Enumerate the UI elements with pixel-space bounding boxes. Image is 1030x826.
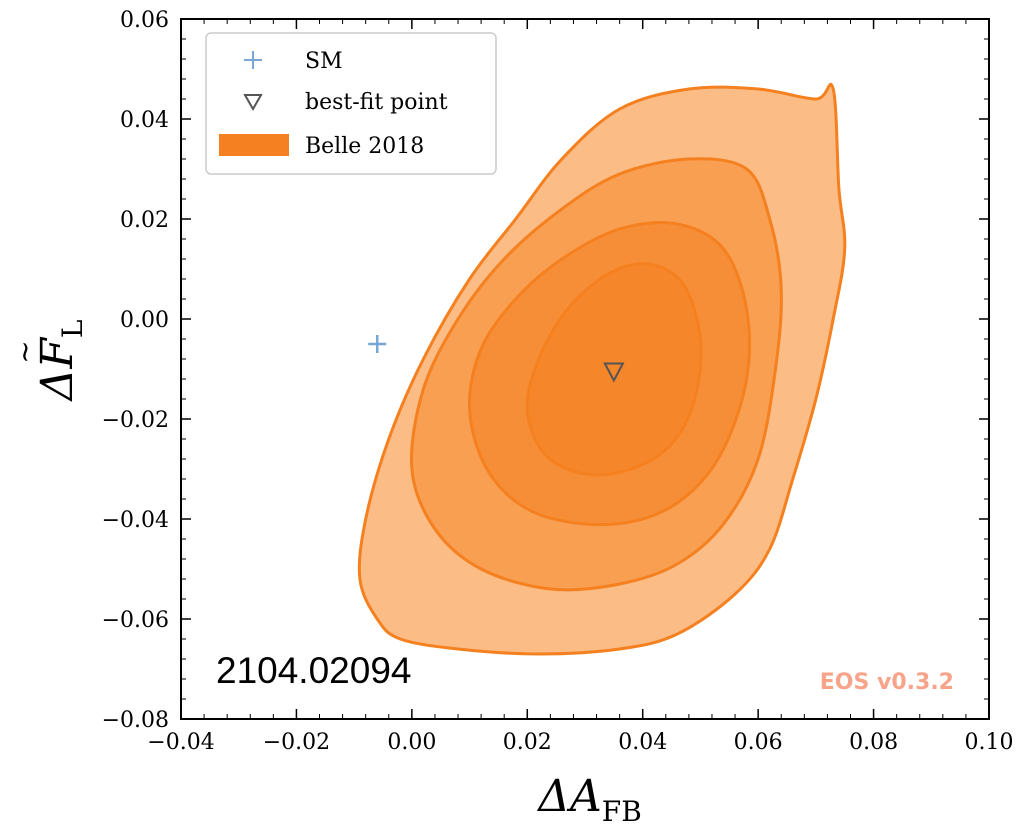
x-tick-label: 0.06 (734, 730, 783, 755)
y-tick-label: 0.04 (120, 108, 169, 133)
best-fit-point (603, 362, 625, 383)
plus-icon (244, 51, 262, 69)
y-tick-label: 0.00 (120, 308, 169, 333)
y-axis-title: ΔFL ~ (8, 320, 89, 403)
y-tick-labels: −0.08 −0.06 −0.04 −0.02 0.00 0.02 0.04 0.06 (102, 8, 169, 733)
eos-watermark: EOS v0.3.2 (820, 670, 954, 695)
data-points (368, 335, 625, 383)
triangle-down-icon (243, 94, 263, 112)
y-tick-label: −0.08 (102, 708, 169, 733)
x-tick-label: 0.02 (503, 730, 552, 755)
y-tick-label: −0.04 (102, 508, 169, 533)
legend-patch (219, 134, 289, 156)
x-tick-label: 0.08 (849, 730, 898, 755)
legend-item-best-fit: best-fit point (243, 90, 448, 115)
x-tick-label: 0.00 (387, 730, 436, 755)
region-core (525, 262, 703, 477)
legend-label-sm: SM (305, 49, 343, 74)
plot-frame (180, 18, 990, 720)
legend-item-belle: Belle 2018 (219, 134, 424, 159)
x-axis-title: ΔAFB (536, 771, 642, 826)
legend-label-belle: Belle 2018 (305, 134, 424, 159)
svg-text:ΔFL: ΔFL (32, 320, 89, 403)
y-tick-label: −0.06 (102, 608, 169, 633)
legend-item-sm: SM (244, 49, 343, 74)
x-tick-label: 0.10 (965, 730, 1014, 755)
y-tick-label: 0.06 (120, 8, 169, 33)
y-tick-label: 0.02 (120, 208, 169, 233)
arxiv-annotation: 2104.02094 (216, 650, 411, 691)
x-tick-labels: −0.04 −0.02 0.00 0.02 0.04 0.06 0.08 0.10 (147, 730, 1013, 755)
y-tick-label: −0.02 (102, 408, 169, 433)
x-tick-label: −0.04 (147, 730, 214, 755)
sm-point (368, 335, 387, 353)
legend: SM best-fit point Belle 2018 (205, 32, 497, 175)
x-tick-label: 0.04 (618, 730, 667, 755)
legend-label-best-fit: best-fit point (305, 90, 448, 115)
x-tick-label: −0.02 (263, 730, 330, 755)
tilde-mark: ~ (8, 340, 41, 363)
